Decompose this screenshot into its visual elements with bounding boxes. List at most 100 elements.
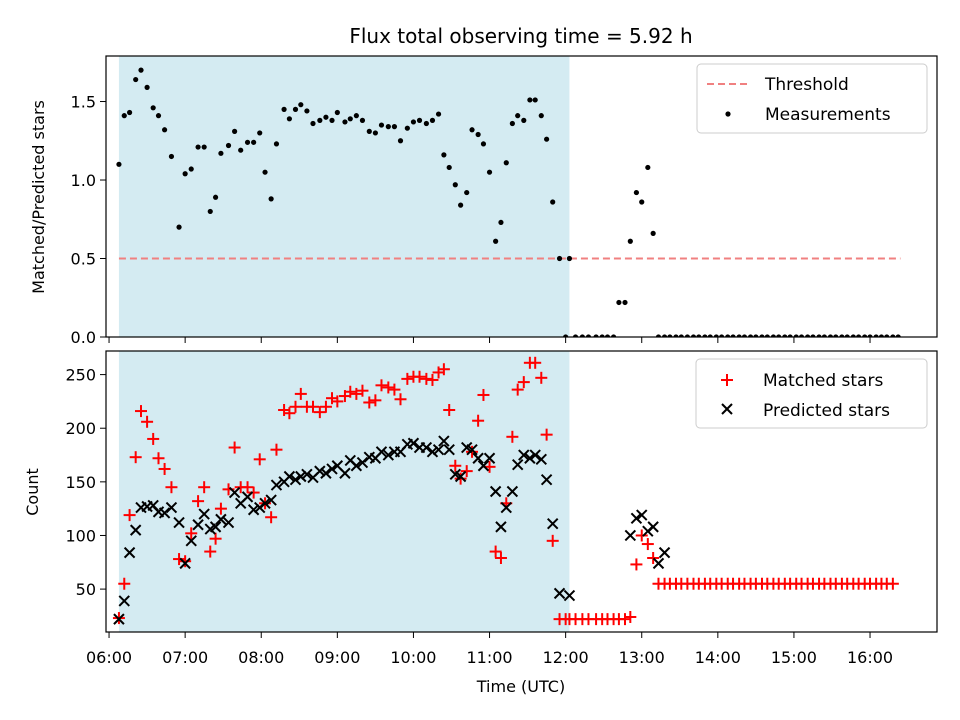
data-point bbox=[113, 613, 125, 625]
data-point bbox=[283, 470, 296, 483]
data-point bbox=[443, 443, 455, 456]
counts-marks bbox=[112, 356, 899, 626]
data-point bbox=[527, 97, 533, 103]
data-point bbox=[518, 449, 530, 461]
ratio-y-tick-label: 1.0 bbox=[71, 171, 96, 190]
data-point bbox=[382, 449, 395, 461]
counts-panel: 50 100 150 200 250 Count Matched stars Predi… bbox=[23, 350, 938, 638]
data-point bbox=[207, 208, 213, 215]
data-point bbox=[546, 517, 559, 530]
data-point bbox=[292, 106, 299, 112]
data-point bbox=[816, 334, 822, 337]
data-point bbox=[810, 334, 816, 337]
data-point bbox=[253, 453, 266, 466]
data-point bbox=[787, 334, 793, 337]
data-point bbox=[270, 443, 283, 456]
x-tick-label: 12:00 bbox=[543, 648, 589, 667]
data-point bbox=[506, 430, 519, 443]
data-point bbox=[655, 334, 662, 337]
data-point bbox=[782, 334, 788, 337]
data-point bbox=[630, 512, 643, 525]
data-point bbox=[604, 334, 611, 337]
data-point bbox=[165, 501, 178, 514]
data-point bbox=[129, 451, 142, 464]
data-point bbox=[472, 452, 484, 464]
ratio-marks bbox=[116, 67, 901, 337]
counts-plot-area: 50 100 150 200 250 bbox=[65, 350, 938, 638]
data-point bbox=[713, 334, 719, 337]
series-matched-stars bbox=[112, 356, 899, 626]
data-point bbox=[493, 238, 499, 244]
data-point bbox=[359, 117, 366, 123]
data-point bbox=[144, 84, 150, 90]
data-point bbox=[152, 452, 165, 465]
data-point bbox=[298, 102, 304, 108]
data-point bbox=[329, 117, 335, 123]
data-point bbox=[129, 524, 142, 536]
data-point bbox=[636, 509, 648, 521]
data-point bbox=[460, 465, 473, 478]
data-point bbox=[441, 152, 447, 158]
data-point bbox=[759, 334, 765, 337]
data-point bbox=[372, 130, 378, 136]
x-tick-label: 16:00 bbox=[847, 648, 893, 667]
data-point bbox=[313, 406, 326, 419]
data-point bbox=[363, 396, 376, 409]
data-point bbox=[495, 521, 507, 533]
data-point bbox=[388, 383, 401, 396]
data-point bbox=[155, 113, 162, 119]
data-point bbox=[420, 441, 433, 454]
x-tick-label: 14:00 bbox=[695, 648, 741, 667]
data-point bbox=[241, 481, 254, 494]
data-point bbox=[506, 485, 519, 498]
data-point bbox=[320, 467, 332, 479]
data-point bbox=[529, 356, 542, 369]
data-point bbox=[544, 136, 550, 142]
data-point bbox=[498, 219, 504, 226]
series-measurements bbox=[116, 67, 901, 337]
ratio-y-axis-label: Matched/Predicted stars bbox=[29, 100, 48, 294]
data-point bbox=[123, 546, 136, 559]
data-point bbox=[454, 470, 467, 483]
data-point bbox=[259, 497, 271, 510]
data-point bbox=[342, 119, 348, 125]
data-point bbox=[350, 387, 363, 400]
data-point bbox=[678, 334, 684, 337]
data-point bbox=[515, 113, 521, 119]
data-point bbox=[599, 334, 605, 337]
legend-measurements-label: Measurements bbox=[765, 105, 891, 125]
data-point bbox=[500, 501, 512, 514]
x-axis-label: Time (UTC) bbox=[476, 677, 565, 696]
data-point bbox=[535, 371, 548, 384]
x-tick-label: 08:00 bbox=[238, 648, 284, 667]
data-point bbox=[209, 521, 222, 533]
data-point bbox=[268, 196, 274, 202]
data-point bbox=[627, 238, 633, 244]
data-point bbox=[650, 230, 656, 236]
data-point bbox=[176, 224, 182, 230]
data-point bbox=[483, 452, 496, 464]
data-point bbox=[895, 334, 901, 337]
data-point bbox=[702, 334, 708, 337]
data-point bbox=[257, 130, 263, 136]
x-tick-label: 11:00 bbox=[466, 648, 512, 667]
data-point bbox=[265, 511, 278, 524]
data-point bbox=[238, 147, 244, 153]
data-point bbox=[173, 516, 185, 529]
data-point bbox=[517, 376, 530, 389]
ratio-y-tick-label: 1.5 bbox=[71, 93, 96, 112]
data-point bbox=[404, 125, 410, 131]
data-point bbox=[770, 334, 776, 337]
legend-matched-swatch bbox=[721, 374, 733, 386]
data-point bbox=[270, 479, 283, 491]
data-point bbox=[438, 435, 450, 447]
data-point bbox=[339, 467, 351, 479]
counts-y-tick-label: 50 bbox=[76, 580, 96, 599]
data-point bbox=[423, 120, 429, 127]
data-point bbox=[486, 169, 493, 175]
legend-threshold-label: Threshold bbox=[764, 75, 849, 95]
data-point bbox=[294, 387, 307, 400]
data-point bbox=[323, 114, 329, 120]
data-point bbox=[283, 407, 296, 420]
